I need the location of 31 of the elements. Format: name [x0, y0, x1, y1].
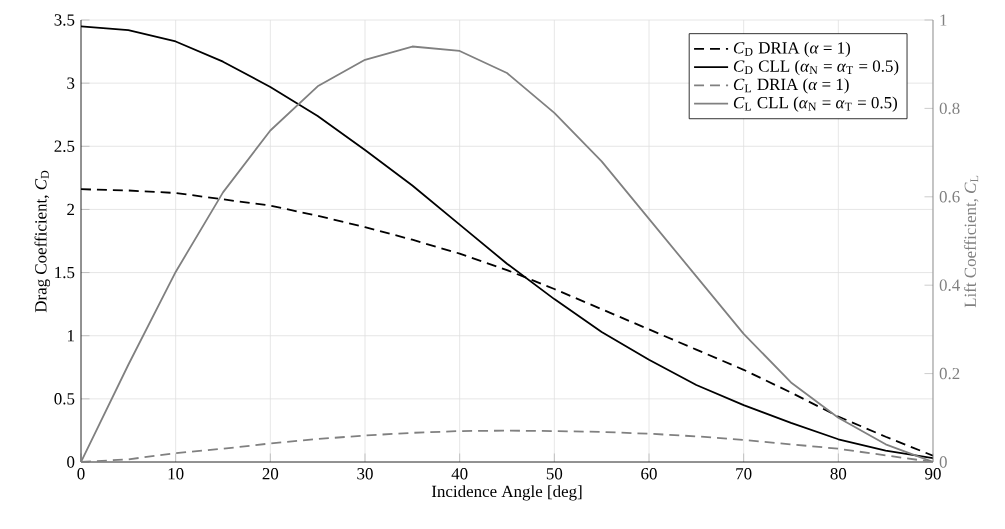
x-axis-title: Incidence Angle [deg]: [431, 485, 582, 501]
y2-tick-label: 0.2: [939, 367, 960, 380]
y-tick-label: 2: [67, 203, 75, 216]
y2-tick-label: 0.8: [939, 102, 960, 115]
y-tick-label: 0.5: [54, 393, 75, 405]
text: C$_{L}$ CLL (α$_{N}$ = α$_{T}$ = 0.5): [733, 96, 898, 112]
y-tick-label: 3: [67, 77, 75, 89]
x-tick-label: 50: [546, 468, 563, 480]
y-tick-label: 1.5: [55, 266, 75, 279]
x-tick-label: 80: [830, 468, 847, 480]
x-tick-label: 10: [168, 468, 184, 480]
legend-label: C$_{D}$ DRIA (α = 1): [733, 41, 851, 57]
x-tick-label: 60: [641, 468, 657, 480]
x-tick-label: 20: [262, 468, 279, 480]
y2-axis-title: Lift Coefficient, C$_{L}$: [963, 175, 979, 308]
y-axis-title: Drag Coefficient, C$_{D}$: [34, 170, 51, 313]
y-tick-label: 3.5: [54, 14, 75, 26]
x-tick-label: 30: [357, 468, 373, 480]
x-tick-label: 0: [77, 468, 85, 480]
y2-tick-label: 0.4: [939, 279, 960, 291]
legend-label: C$_{L}$ DRIA (α = 1): [733, 78, 849, 94]
y-tick-label: 1: [67, 330, 74, 342]
y-tick-label: 0: [67, 456, 75, 468]
y2-tick-label: 0: [939, 456, 947, 468]
text: C$_{D}$ CLL (α$_{N}$ = α$_{T}$ = 0.5): [733, 59, 899, 76]
y2-tick-label: 1: [940, 14, 947, 26]
x-tick-label: 40: [451, 468, 468, 480]
y-tick-label: 2.5: [54, 140, 75, 153]
x-tick-label: 70: [736, 468, 752, 480]
y2-tick-label: 0.6: [939, 191, 960, 203]
x-tick-label: 90: [925, 468, 941, 480]
